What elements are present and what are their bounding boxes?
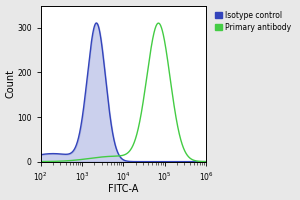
Legend: Isotype control, Primary antibody: Isotype control, Primary antibody (213, 9, 293, 33)
Y-axis label: Count: Count (6, 69, 16, 98)
X-axis label: FITC-A: FITC-A (108, 184, 139, 194)
